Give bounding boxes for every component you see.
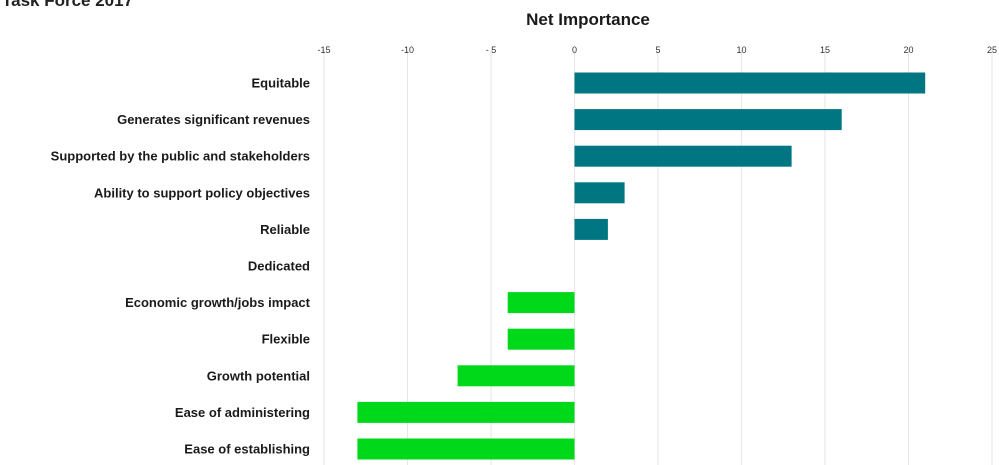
category-label: Ease of administering <box>175 405 310 420</box>
category-label: Equitable <box>251 76 310 91</box>
bar <box>357 438 575 460</box>
x-tick-label: 25 <box>987 45 997 55</box>
x-tick-label: 5 <box>655 45 660 55</box>
category-label: Ability to support policy objectives <box>94 185 310 200</box>
x-tick-label: -15 <box>317 45 330 55</box>
category-label: Ease of establishing <box>184 442 310 457</box>
bar <box>574 182 625 204</box>
bar <box>574 72 926 94</box>
bar <box>457 365 575 387</box>
x-tick-label: 20 <box>903 45 913 55</box>
category-label: Flexible <box>262 332 310 347</box>
bar <box>507 292 575 314</box>
chart-title: Net Importance <box>526 10 650 29</box>
x-tick-label: -10 <box>401 45 414 55</box>
bar <box>574 218 608 240</box>
bar <box>574 145 792 167</box>
bar <box>357 401 575 423</box>
category-label: Dedicated <box>248 259 310 274</box>
x-tick-label: 10 <box>736 45 746 55</box>
category-label: Generates significant revenues <box>117 112 310 127</box>
bar <box>507 328 575 350</box>
category-label: Economic growth/jobs impact <box>125 295 311 310</box>
category-label: Supported by the public and stakeholders <box>51 149 310 164</box>
bar <box>574 109 842 131</box>
x-tick-label: - 5 <box>486 45 497 55</box>
x-tick-label: 0 <box>572 45 577 55</box>
x-tick-label: 15 <box>820 45 830 55</box>
category-label: Reliable <box>260 222 310 237</box>
page-title: Task Force 2017 <box>2 0 134 10</box>
category-label: Growth potential <box>207 368 310 383</box>
